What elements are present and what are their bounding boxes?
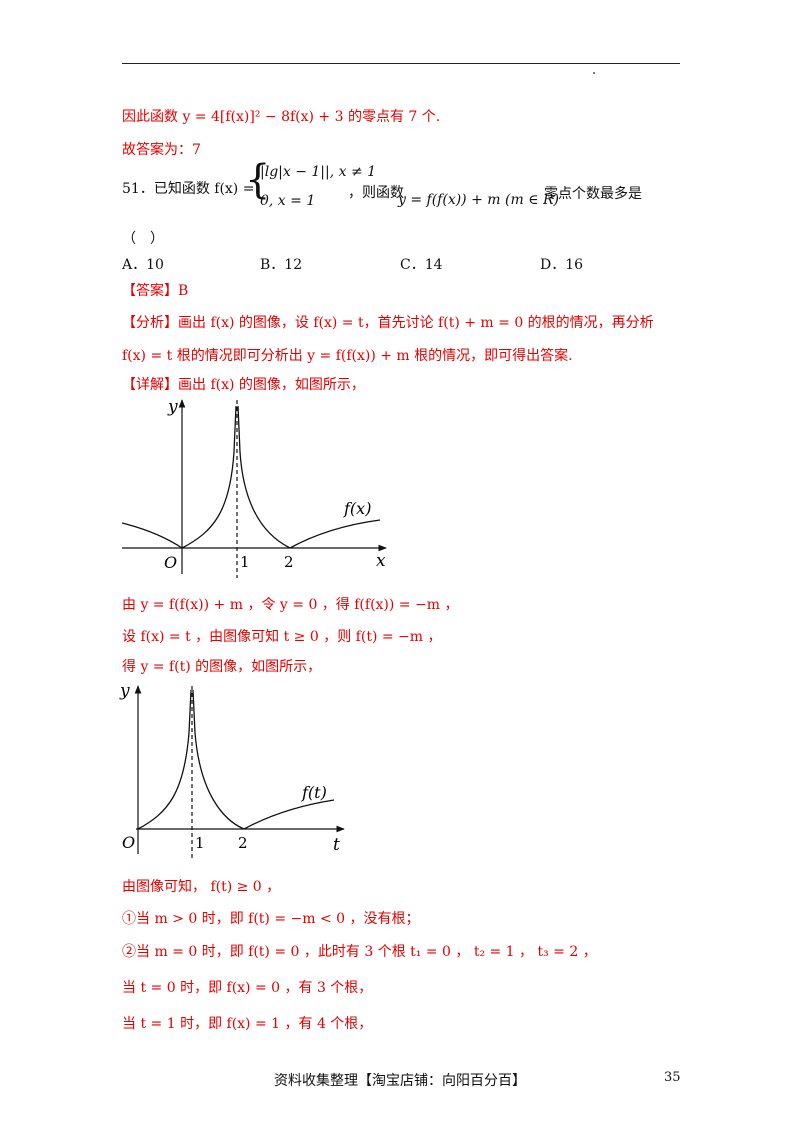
graph2-tick-2: 2 bbox=[238, 834, 248, 852]
graph1-tick-2: 2 bbox=[284, 553, 294, 571]
header-rule bbox=[122, 63, 680, 64]
step-4: 由图像可知， f(t) ≥ 0 ， bbox=[122, 879, 281, 895]
footer-text: 资料收集整理【淘宝店铺：向阳百分百】 bbox=[274, 1073, 526, 1089]
option-a: A．10 bbox=[122, 257, 164, 273]
graph2-curve-label: f(t) bbox=[301, 783, 327, 802]
answer-summary: 故答案为：7 bbox=[122, 142, 201, 158]
curve-fx-left bbox=[121, 522, 183, 549]
graph-fx: y x O 1 2 f(x) bbox=[121, 397, 387, 578]
piecewise-brace: { bbox=[245, 157, 271, 203]
curve-ft-fall bbox=[192, 689, 245, 830]
curve-ft-right bbox=[243, 799, 335, 830]
graph2-xlabel: t bbox=[333, 835, 340, 855]
step-8: 当 t = 1 时，即 f(x) = 1 ，有 4 个根， bbox=[122, 1016, 373, 1032]
header-dot bbox=[593, 72, 595, 74]
answer-label: 【答案】B bbox=[122, 283, 189, 299]
curve-fx-right bbox=[289, 519, 381, 549]
step-5: ①当 m > 0 时，即 f(t) = −m < 0 ，没有根； bbox=[122, 911, 420, 927]
step-3: 得 y = f(t) 的图像，如图所示， bbox=[122, 659, 322, 675]
graph1-ylabel: y bbox=[167, 397, 178, 417]
graph1-curve-label: f(x) bbox=[343, 499, 371, 518]
step-2: 设 f(x) = t ，由图像可知 t ≥ 0 ，则 f(t) = −m ， bbox=[122, 629, 442, 645]
graph2-tick-1: 1 bbox=[195, 834, 205, 852]
step-6: ②当 m = 0 时，即 f(t) = 0 ，此时有 3 个根 t₁ = 0 ，… bbox=[122, 944, 597, 960]
curve-fx-rise bbox=[181, 405, 237, 549]
option-b: B．12 bbox=[260, 257, 303, 273]
graph1-origin: O bbox=[164, 553, 177, 572]
question-function: y = f(f(x)) + m (m ∈ R) bbox=[398, 192, 560, 208]
step-7: 当 t = 0 时，即 f(x) = 0 ，有 3 个根， bbox=[122, 980, 373, 996]
graph-ft: y t O 1 2 f(t) bbox=[119, 681, 345, 860]
question-paren: （ ） bbox=[122, 231, 164, 247]
question-prefix: 51．已知函数 f(x) = bbox=[122, 181, 255, 197]
detail-line: 【详解】画出 f(x) 的图像，如图所示， bbox=[122, 377, 365, 393]
graph1-xlabel: x bbox=[376, 551, 386, 571]
option-d: D．16 bbox=[540, 257, 584, 273]
graph2-origin: O bbox=[122, 833, 135, 852]
step-1: 由 y = f(f(x)) + m ，令 y = 0 ，得 f(f(x)) = … bbox=[122, 597, 459, 613]
graph1-tick-1: 1 bbox=[240, 553, 250, 571]
page-number: 35 bbox=[664, 1070, 681, 1085]
question-suffix: 零点个数最多是 bbox=[544, 186, 642, 202]
curve-ft-rise bbox=[137, 689, 192, 830]
analysis-line-2: f(x) = t 根的情况即可分析出 y = f(f(x)) + m 根的情况，… bbox=[122, 348, 573, 364]
option-c: C．14 bbox=[400, 257, 443, 273]
piecewise-case-1: |lg|x − 1||, x ≠ 1 bbox=[260, 164, 377, 180]
graph2-ylabel: y bbox=[119, 681, 130, 701]
piecewise-case-2: 0, x = 1 bbox=[260, 193, 316, 209]
analysis-line-1: 【分析】画出 f(x) 的图像，设 f(x) = t，首先讨论 f(t) + m… bbox=[122, 315, 654, 331]
question-mid: ，则函数 bbox=[348, 185, 404, 201]
conclusion-line: 因此函数 y = 4[f(x)]² − 8f(x) + 3 的零点有 7 个. bbox=[122, 109, 441, 125]
curve-fx-fall bbox=[237, 405, 291, 549]
